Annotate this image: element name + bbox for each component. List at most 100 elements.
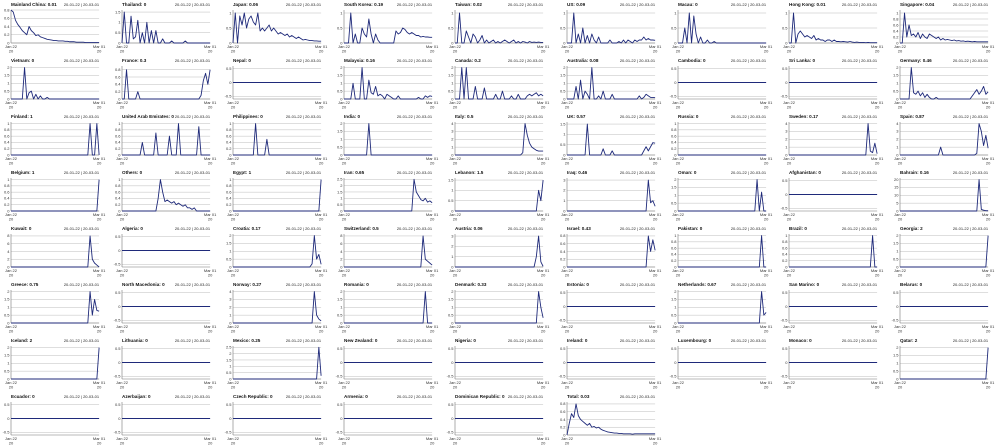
y-tick-label: -0.5 xyxy=(669,94,677,99)
y-tick-label: 0.5 xyxy=(337,25,343,30)
panel-9: Vietnam: 0 20-01-22 | 20-03-01 0 0.5 1 1.5 2 Ja… xyxy=(4,58,106,110)
panel-30: Iran: 0.65 20-01-22 | 20-03-01 00.51 1.522.… xyxy=(337,170,439,222)
x-tick-start-sub: 20 xyxy=(675,161,680,166)
panel-date-range: 20-01-22 | 20-03-01 xyxy=(619,394,655,399)
x-tick-start: Jan 22 xyxy=(449,156,462,161)
x-tick-start: Jan 22 xyxy=(672,212,685,217)
panel-56: Mexico: 0.25 20-01-22 | 20-03-0100.511.52… xyxy=(226,338,328,390)
y-tick-label: 0.8 xyxy=(559,233,565,238)
y-tick-label: 1 xyxy=(341,196,344,201)
y-tick-label: 0.5 xyxy=(671,200,677,205)
x-tick-start: Jan 22 xyxy=(894,44,907,49)
x-tick-end: Mar 01 xyxy=(982,268,995,273)
panel-date-range: 20-01-22 | 20-03-01 xyxy=(730,58,766,63)
panel-title: Singapore: 0.04 xyxy=(900,2,935,7)
y-tick-label: 0.5 xyxy=(893,368,899,373)
y-tick-label: 1 xyxy=(896,144,899,149)
x-tick-start-sub: 20 xyxy=(9,385,14,390)
x-tick-start: Jan 22 xyxy=(116,44,129,49)
y-tick-label: 1 xyxy=(785,233,788,238)
x-tick-end-sub: 20 xyxy=(430,105,435,110)
panel-date-range: 20-01-22 | 20-03-01 xyxy=(508,282,544,287)
y-tick-label: 0 xyxy=(7,264,10,269)
panel-date-range: 20-01-22 | 20-03-01 xyxy=(64,114,100,119)
y-tick-label: 0.2 xyxy=(893,34,899,39)
panel-28: Others: 0 20-01-22 | 20-03-01 00.20.4 0.60.… xyxy=(115,170,217,222)
panel-39: Switzerland: 0.5 20-01-22 | 20-03-01 0 2 4 6 8… xyxy=(338,226,439,278)
y-tick-label: 1.5 xyxy=(337,189,343,194)
y-tick-label: 3 xyxy=(563,177,566,182)
y-tick-label: 0 xyxy=(785,152,788,157)
panel-63: Ecuador: 0 20-01-22 | 20-03-01 -0.5 0 0.5 Jan… xyxy=(3,394,107,446)
y-tick-label: 0 xyxy=(785,264,788,269)
x-tick-end: Mar 01 xyxy=(982,324,995,329)
y-tick-label: -0.5 xyxy=(114,318,122,323)
panel-43: Brazil: 0 20-01-22 | 20-03-01 00.20.4 0.60.… xyxy=(782,226,884,278)
series-line xyxy=(566,179,656,212)
panel-title: Mainland China: 0.01 xyxy=(11,2,57,7)
y-tick-label: 3 xyxy=(785,129,788,134)
y-tick-label: 1.5 xyxy=(671,297,677,302)
y-tick-label: 2 xyxy=(452,65,455,70)
x-tick-end-sub: 20 xyxy=(541,273,546,278)
panel-title: Dominican Republic: 0 xyxy=(455,394,505,399)
panel-date-range: 20-01-22 | 20-03-01 xyxy=(397,226,433,231)
panel-date-range: 20-01-22 | 20-03-01 xyxy=(175,170,211,175)
y-tick-label: 0.2 xyxy=(782,258,788,263)
y-tick-label: 1.5 xyxy=(226,241,232,246)
y-tick-label: 0.5 xyxy=(115,346,121,351)
x-tick-start-sub: 20 xyxy=(898,49,903,54)
panel-date-range: 20-01-22 | 20-03-01 xyxy=(397,58,433,63)
panel-title: Romania: 0 xyxy=(344,282,369,287)
panel-title: Sri Lanka: 0 xyxy=(789,58,815,63)
x-tick-end: Mar 01 xyxy=(871,324,884,329)
panel-title: Switzerland: 0.5 xyxy=(344,226,379,231)
panel-7: Hong Kong: 0.01 20-01-22 | 20-03-01 0 0.5 1 J… xyxy=(782,2,884,54)
x-tick-end-sub: 20 xyxy=(208,161,213,166)
y-tick-label: 0.5 xyxy=(226,25,232,30)
panel-date-range: 20-01-22 | 20-03-01 xyxy=(953,2,989,7)
y-tick-label: 0 xyxy=(896,208,899,213)
panel-10: France: 0.3 20-01-22 | 20-03-01 0 0.2 0.4 0.6… xyxy=(115,58,217,110)
x-tick-start: Jan 22 xyxy=(783,380,796,385)
x-tick-end: Mar 01 xyxy=(426,324,439,329)
series-line xyxy=(344,12,433,44)
x-tick-end: Mar 01 xyxy=(315,324,328,329)
y-tick-label: 2 xyxy=(341,121,344,126)
x-tick-end: Mar 01 xyxy=(648,44,661,49)
x-tick-end: Mar 01 xyxy=(93,156,106,161)
series-line xyxy=(11,347,100,380)
series-line xyxy=(121,11,211,44)
panel-22: Italy: 0.5 20-01-22 | 20-03-01 0 1 2 3 4 Jan 22… xyxy=(449,114,550,166)
x-tick-start: Jan 22 xyxy=(894,156,907,161)
panel-title: Nepal: 0 xyxy=(233,58,251,63)
x-tick-end: Mar 01 xyxy=(204,44,217,49)
panel-date-range: 20-01-22 | 20-03-01 xyxy=(286,114,322,119)
y-tick-label: 0.5 xyxy=(448,198,454,203)
y-tick-label: 0.5 xyxy=(226,256,232,261)
panel-47: Norway: 0.27 20-01-22 | 20-03-01 0 1 2 3 4 Jan … xyxy=(227,282,328,334)
y-tick-label: 1 xyxy=(7,361,10,366)
series-line xyxy=(566,67,655,100)
y-tick-label: 1.5 xyxy=(448,297,454,302)
y-tick-label: 0 xyxy=(118,360,121,365)
x-tick-end-sub: 20 xyxy=(319,441,324,446)
x-tick-start-sub: 20 xyxy=(231,273,236,278)
y-tick-label: 0.5 xyxy=(4,402,10,407)
x-tick-start: Jan 22 xyxy=(227,212,240,217)
panel-title: Israel: 0.43 xyxy=(567,226,591,231)
x-tick-start: Jan 22 xyxy=(5,324,18,329)
y-tick-label: 0 xyxy=(118,40,121,45)
panel-date-range: 20-01-22 | 20-03-01 xyxy=(175,394,211,399)
panel-date-range: 20-01-22 | 20-03-01 xyxy=(953,170,989,175)
panel-date-range: 20-01-22 | 20-03-01 xyxy=(175,58,211,63)
y-tick-label: 0.5 xyxy=(448,25,454,30)
panel-58: Nigeria: 0 20-01-22 | 20-03-01 -0.5 0 0.5 Jan… xyxy=(447,338,551,390)
x-tick-start: Jan 22 xyxy=(672,380,685,385)
x-tick-end-sub: 20 xyxy=(208,49,213,54)
x-tick-end-sub: 20 xyxy=(764,273,769,278)
y-tick-label: 0.6 xyxy=(115,74,121,79)
panel-title: Netherlands: 0.67 xyxy=(678,282,717,287)
x-tick-end-sub: 20 xyxy=(319,385,324,390)
x-tick-end: Mar 01 xyxy=(982,212,995,217)
